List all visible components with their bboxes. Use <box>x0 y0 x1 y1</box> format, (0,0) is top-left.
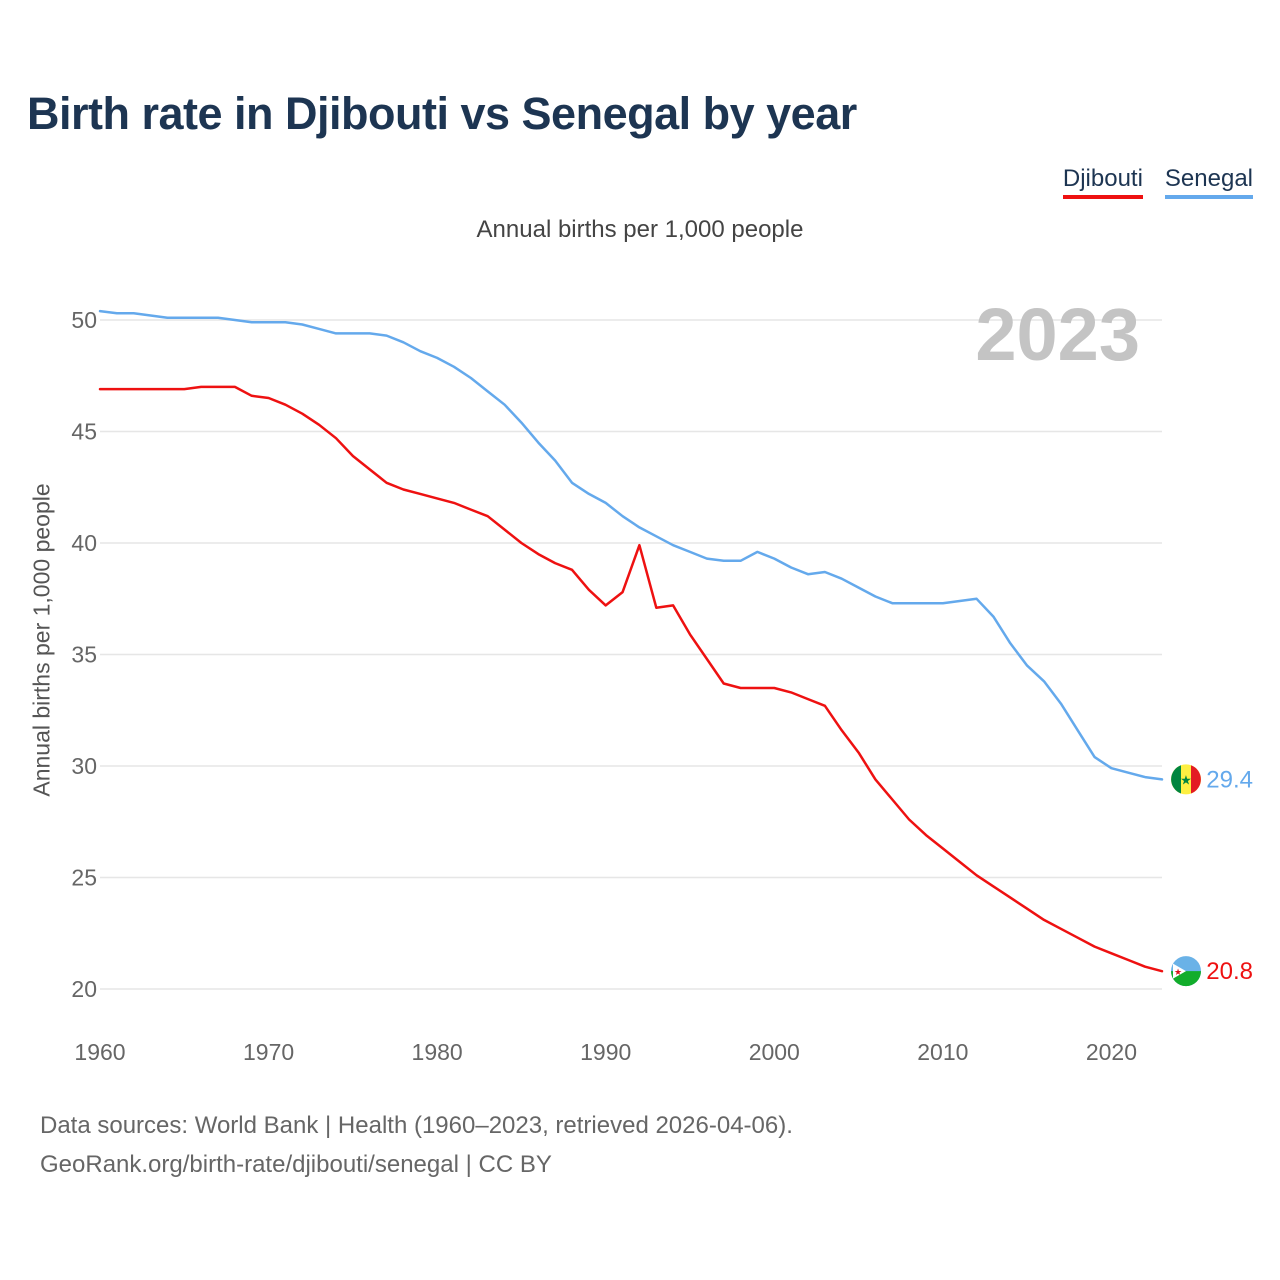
legend: Djibouti Senegal <box>1062 165 1253 199</box>
senegal-flag-icon-star: ★ <box>1180 773 1192 788</box>
legend-item-djibouti[interactable]: Djibouti <box>1062 165 1143 199</box>
x-tick-label-1990: 1990 <box>580 1039 631 1065</box>
chart-title: Birth rate in Djibouti vs Senegal by yea… <box>27 88 857 139</box>
y-tick-label-30: 30 <box>71 753 97 779</box>
source-note: Data sources: World Bank | Health (1960–… <box>40 1106 793 1184</box>
series-line-senegal <box>98 309 1164 781</box>
senegal-flag-icon-red-band <box>1191 765 1201 794</box>
year-watermark-label: 2023 <box>975 293 1140 376</box>
djibouti-flag-icon-triangle <box>1173 963 1186 979</box>
y-tick-label-45: 45 <box>71 419 97 445</box>
y-tick-label-40: 40 <box>71 530 97 556</box>
x-tick-label-2000: 2000 <box>749 1039 800 1065</box>
y-tick-label-35: 35 <box>71 642 97 668</box>
end-value-label-senegal: 29.4 <box>1206 766 1253 793</box>
x-tick-label-1970: 1970 <box>243 1039 294 1065</box>
chart-subtitle: Annual births per 1,000 people <box>476 216 804 243</box>
senegal-flag-icon-green-band <box>1171 765 1181 794</box>
djibouti-flag-icon-star: ★ <box>1174 968 1182 978</box>
x-tick-label-2020: 2020 <box>1086 1039 1137 1065</box>
x-tick-label-2010: 2010 <box>917 1039 968 1065</box>
y-tick-label-20: 20 <box>71 976 97 1002</box>
source-line-2[interactable]: GeoRank.org/birth-rate/djibouti/senegal … <box>40 1151 552 1178</box>
end-value-label-djibouti: 20.8 <box>1206 958 1253 985</box>
y-tick-label-50: 50 <box>71 307 97 333</box>
y-tick-label-25: 25 <box>71 865 97 891</box>
x-tick-label-1960: 1960 <box>74 1039 125 1065</box>
source-line-1: Data sources: World Bank | Health (1960–… <box>40 1112 793 1139</box>
legend-item-senegal[interactable]: Senegal <box>1164 165 1253 199</box>
series-line-djibouti <box>98 385 1164 973</box>
chart-area: 20 25 30 35 40 45 50 1960 1970 1980 1990 2000 2010 20… <box>71 293 1253 1065</box>
x-tick-label-1980: 1980 <box>412 1039 463 1065</box>
